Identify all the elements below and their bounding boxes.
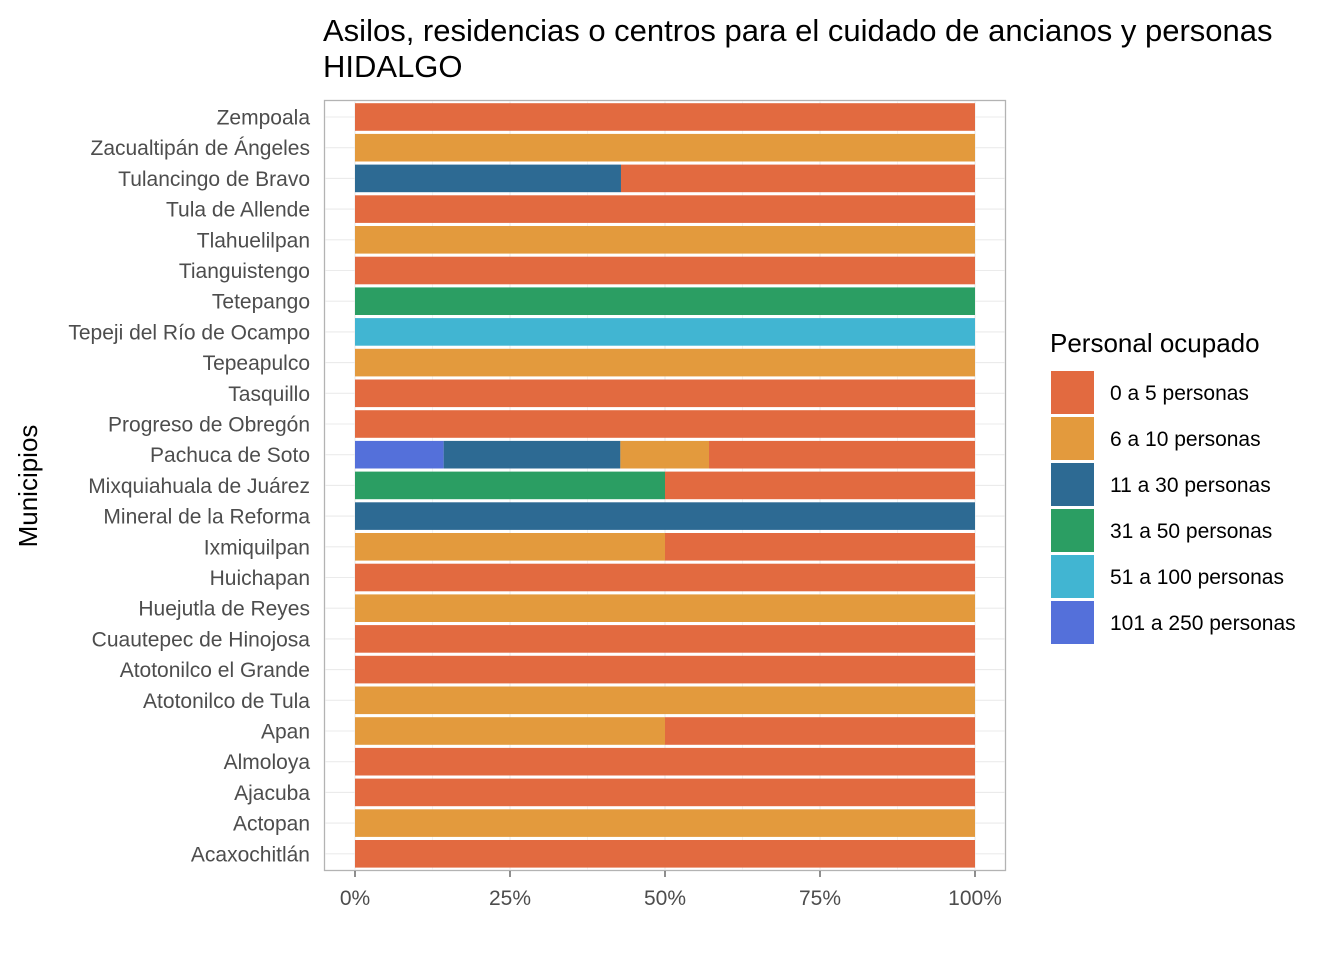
legend-key xyxy=(1051,463,1094,506)
y-tick-label: Cuautepec de Hinojosa xyxy=(92,628,311,651)
legend-key xyxy=(1051,509,1094,552)
bar-segment xyxy=(355,502,975,530)
bar-segment xyxy=(355,226,975,254)
y-tick-label: Tula de Allende xyxy=(166,199,310,222)
y-tick-label: Acaxochitlán xyxy=(191,843,310,866)
x-tick-label: 25% xyxy=(489,887,531,910)
y-tick-label: Zempoala xyxy=(217,107,311,130)
bar-segment xyxy=(355,778,975,807)
bar-segment xyxy=(355,318,975,346)
bars xyxy=(355,103,975,868)
bar-segment xyxy=(355,348,975,377)
bar-segment xyxy=(355,256,975,285)
x-tick-label: 75% xyxy=(799,887,841,910)
chart-title-region: HIDALGO xyxy=(323,49,463,84)
plot-panel-border xyxy=(323,99,1007,872)
bar-segment xyxy=(355,686,975,715)
y-tick-label: Ixmiquilpan xyxy=(204,536,310,559)
y-tick-label: Zacualtipán de Ángeles xyxy=(91,137,311,160)
x-axis-tick-labels: 0% 25% 50% 75% 100% xyxy=(340,871,1002,910)
y-tick-label: Tasquillo xyxy=(228,383,310,406)
y-tick-label: Tepeapulco xyxy=(203,352,310,375)
legend: Personal ocupado 0 a 5 personas 6 a 10 pe… xyxy=(1050,328,1296,644)
bar-segment xyxy=(355,287,975,315)
y-tick-label: Almoloya xyxy=(224,751,311,774)
bar-segment xyxy=(620,164,975,193)
x-tick-label: 50% xyxy=(644,887,686,910)
y-tick-label: Huichapan xyxy=(210,567,310,590)
bar-segment xyxy=(355,563,975,592)
legend-title: Personal ocupado xyxy=(1050,328,1260,358)
y-tick-label: Atotonilco el Grande xyxy=(120,659,310,682)
bar-segment xyxy=(355,379,975,408)
legend-label: 31 a 50 personas xyxy=(1110,520,1272,543)
legend-label: 11 a 30 personas xyxy=(1110,474,1271,497)
y-tick-label: Progreso de Obregón xyxy=(108,414,310,437)
y-tick-label: Mixquiahuala de Juárez xyxy=(88,475,310,498)
bar-segment xyxy=(355,440,444,469)
bar-segment xyxy=(620,440,710,469)
bar-segment xyxy=(355,625,975,653)
bar-segment xyxy=(355,594,975,622)
bar-segment xyxy=(709,440,975,469)
bar-segment xyxy=(355,840,975,868)
bar-segment xyxy=(355,410,975,438)
y-axis-title: Municipios xyxy=(13,425,43,548)
chart-title: Asilos, residencias o centros para el cu… xyxy=(323,13,1273,48)
y-tick-label: Actopan xyxy=(233,813,310,836)
bar-segment xyxy=(355,655,975,684)
y-tick-label: Ajacuba xyxy=(234,782,310,805)
y-tick-label: Apan xyxy=(261,721,310,744)
y-tick-label: Huejutla de Reyes xyxy=(138,598,310,621)
y-tick-label: Tepeji del Río de Ocampo xyxy=(68,321,310,344)
y-tick-label: Tianguistengo xyxy=(179,260,310,283)
bar-segment xyxy=(355,809,975,837)
legend-key xyxy=(1051,417,1094,460)
y-tick-label: Tetepango xyxy=(212,291,310,314)
y-tick-label: Pachuca de Soto xyxy=(150,444,310,467)
bar-segment xyxy=(665,471,975,500)
bar-segment xyxy=(443,440,621,469)
y-tick-label: Mineral de la Reforma xyxy=(103,506,310,529)
bar-segment xyxy=(665,717,975,745)
y-tick-label: Tulancingo de Bravo xyxy=(118,168,310,191)
y-tick-label: Atotonilco de Tula xyxy=(143,690,310,713)
bar-segment xyxy=(355,471,665,500)
y-tick-label: Tlahuelilpan xyxy=(197,229,310,252)
bar-segment xyxy=(355,103,975,131)
x-tick-label: 100% xyxy=(948,887,1002,910)
bar-segment xyxy=(665,533,975,561)
bar-segment xyxy=(355,133,975,162)
legend-key xyxy=(1051,601,1094,644)
bar-segment xyxy=(355,747,975,776)
legend-label: 0 a 5 personas xyxy=(1110,382,1249,405)
bar-segment xyxy=(355,164,621,193)
bar-segment xyxy=(355,533,665,561)
legend-key xyxy=(1051,371,1094,414)
legend-label: 51 a 100 personas xyxy=(1110,566,1284,589)
legend-label: 6 a 10 personas xyxy=(1110,428,1261,451)
y-axis-tick-labels: Zempoala Zacualtipán de Ángeles Tulancingo… xyxy=(68,107,310,867)
bar-segment xyxy=(355,195,975,223)
bar-segment xyxy=(355,717,665,745)
legend-key xyxy=(1051,555,1094,598)
legend-label: 101 a 250 personas xyxy=(1110,612,1296,635)
x-tick-label: 0% xyxy=(340,887,370,910)
